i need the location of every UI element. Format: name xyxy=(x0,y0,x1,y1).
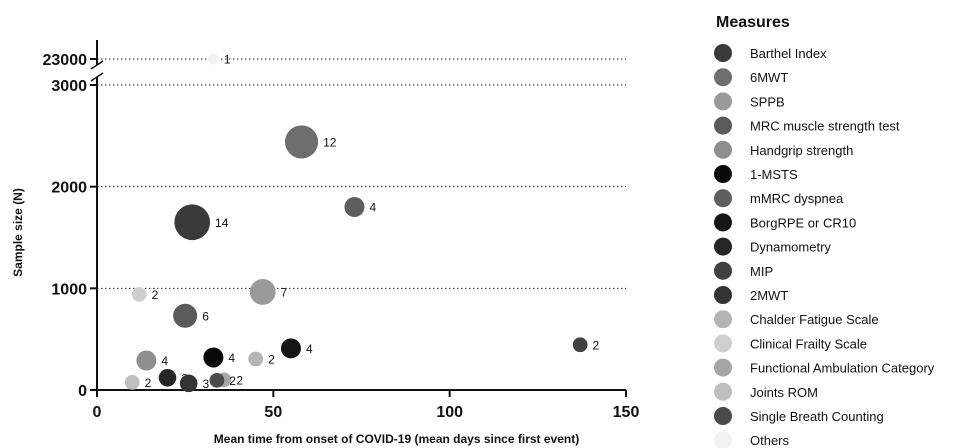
legend-swatch-2 xyxy=(714,92,732,111)
gridlines xyxy=(97,58,626,289)
legend-swatch-15 xyxy=(714,407,732,425)
legend-label-12: Clinical Frailty Scale xyxy=(750,336,867,351)
bubble-3 xyxy=(173,303,198,328)
x-tick-label-0: 0 xyxy=(93,404,102,421)
legend-label-7: BorgRPE or CR10 xyxy=(750,215,856,230)
legend: Measures Barthel Index 6MWT SPPB MRC muscle … xyxy=(714,14,935,448)
legend-label-3: MRC muscle strength test xyxy=(750,119,900,134)
bubble-6 xyxy=(203,347,224,368)
bubble-label-1: 12 xyxy=(323,135,337,149)
bubble-10 xyxy=(131,287,147,302)
legend-label-14: Joints ROM xyxy=(750,385,818,400)
bubble-2 xyxy=(249,278,276,305)
legend-swatch-12 xyxy=(714,334,732,353)
legend-swatch-14 xyxy=(714,382,732,401)
bubble-label-5: 4 xyxy=(161,354,168,368)
legend-swatch-9 xyxy=(714,261,732,280)
legend-label-8: Dynamometry xyxy=(750,240,831,255)
x-tick-label-150: 150 xyxy=(613,404,640,421)
y-tick-label-2000: 2000 xyxy=(51,180,87,197)
bubble-7 xyxy=(280,338,301,359)
x-tick-label-100: 100 xyxy=(436,404,463,421)
legend-label-16: Others xyxy=(750,433,790,448)
legend-label-10: 2MWT xyxy=(750,288,788,303)
legend-label-1: 6MWT xyxy=(750,70,788,85)
legend-label-6: mMRC dyspnea xyxy=(750,191,844,206)
legend-swatch-5 xyxy=(714,165,732,183)
bubble-11 xyxy=(248,351,264,367)
bubble-label-10: 2 xyxy=(152,288,159,302)
bubble-label-2: 7 xyxy=(281,285,288,299)
legend-swatch-4 xyxy=(714,140,732,159)
legend-label-2: SPPB xyxy=(750,94,785,109)
bubble-label-7: 4 xyxy=(306,342,313,356)
bubble-4 xyxy=(344,197,365,217)
legend-swatch-6 xyxy=(714,189,732,208)
legend-label-5: 1-MSTS xyxy=(750,167,798,182)
bubble-8 xyxy=(158,369,177,387)
x-tick-label-50: 50 xyxy=(264,404,282,421)
legend-swatch-16 xyxy=(714,431,732,448)
legend-label-9: MIP xyxy=(750,264,773,279)
legend-swatch-10 xyxy=(714,286,732,304)
legend-swatch-0 xyxy=(714,44,732,62)
axes: 0 1000 2000 3000 23000 0 50 100 150 Mean time fro… xyxy=(11,40,639,446)
legend-label-0: Barthel Index xyxy=(750,46,827,61)
bubble-16 xyxy=(207,53,219,65)
bubble-label-14: 2 xyxy=(236,373,243,387)
bubble-9 xyxy=(179,374,198,393)
y-axis-title: Sample size (N) xyxy=(11,188,25,277)
legend-swatch-8 xyxy=(714,237,732,256)
bubble-1 xyxy=(284,125,319,159)
legend-swatch-1 xyxy=(714,68,732,87)
bubble-12 xyxy=(572,337,588,353)
bubble-label-0: 14 xyxy=(215,216,229,230)
bubble-0 xyxy=(174,204,211,241)
y-tick-label-23000: 23000 xyxy=(43,52,88,69)
bubble-15 xyxy=(209,372,225,388)
bubble-label-9: 3 xyxy=(202,377,209,391)
bubble-label-12: 2 xyxy=(593,338,600,352)
bubble-label-15: 2 xyxy=(229,374,236,388)
legend-swatch-11 xyxy=(714,310,732,329)
bubble-label-4: 4 xyxy=(369,201,376,215)
bubble-13 xyxy=(124,375,140,390)
bubble-5 xyxy=(136,350,157,371)
bubble-label-6: 4 xyxy=(228,351,235,365)
y-tick-label-1000: 1000 xyxy=(51,281,87,298)
legend-label-4: Handgrip strength xyxy=(750,143,853,158)
legend-swatch-7 xyxy=(714,213,732,232)
legend-label-13: Functional Ambulation Category xyxy=(750,361,935,376)
legend-swatch-13 xyxy=(714,358,732,377)
bubble-label-13: 2 xyxy=(145,376,152,390)
bubble-label-3: 6 xyxy=(202,309,209,323)
legend-label-11: Chalder Fatigue Scale xyxy=(750,312,879,327)
y-tick-label-0: 0 xyxy=(78,383,87,400)
bubble-label-16: 1 xyxy=(224,53,231,67)
bubbles: 1412764444332222221 xyxy=(124,53,600,393)
bubble-label-11: 2 xyxy=(268,352,275,366)
legend-swatch-3 xyxy=(714,116,732,135)
x-axis-title: Mean time from onset of COVID-19 (mean d… xyxy=(214,432,579,446)
legend-label-15: Single Breath Counting xyxy=(750,409,884,424)
y-tick-label-3000: 3000 xyxy=(51,78,87,95)
legend-title: Measures xyxy=(716,14,790,31)
y-axis-break-mark-lower xyxy=(90,72,104,82)
y-axis-break-mark-upper xyxy=(90,60,104,70)
